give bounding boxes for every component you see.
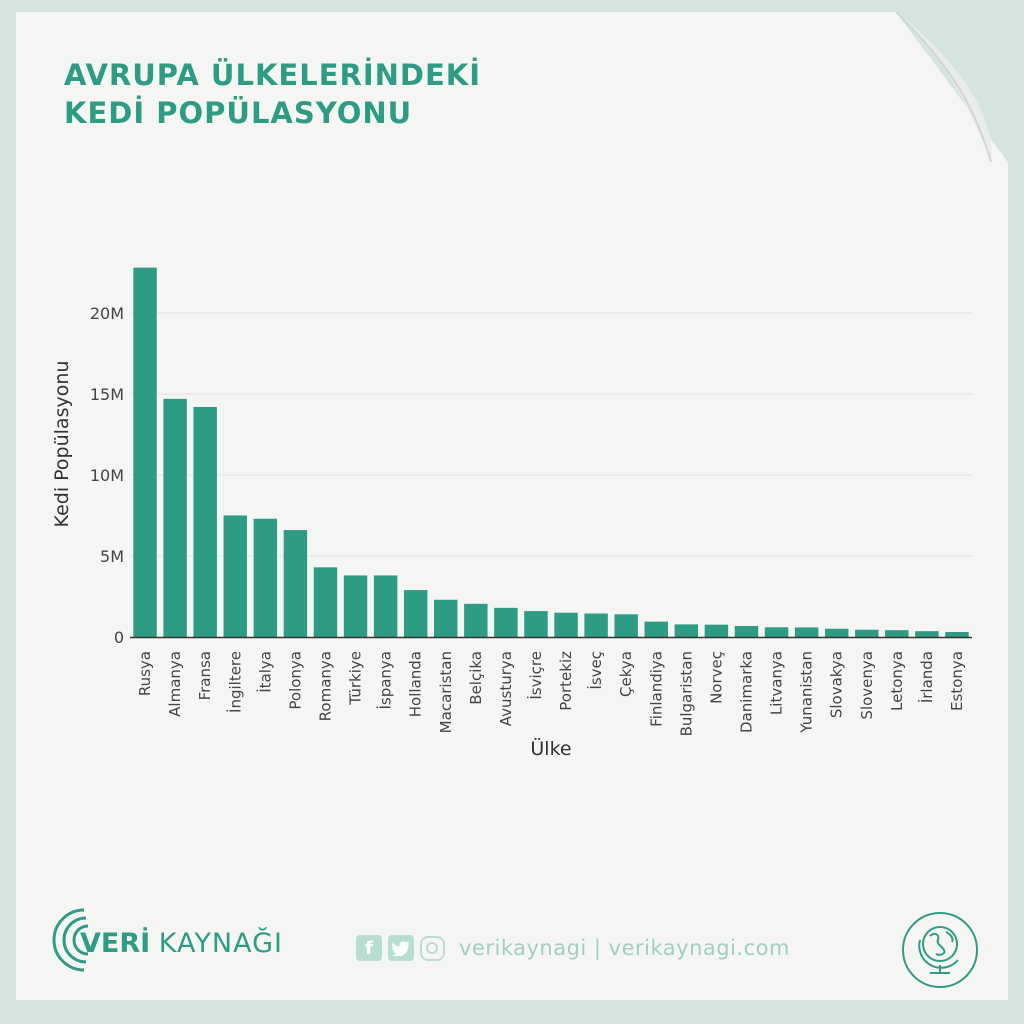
y-axis-title: Kedi Popülasyonu [51, 361, 73, 528]
social-handles[interactable]: verikaynagi | verikaynagi.com [459, 936, 790, 960]
bar [704, 624, 729, 637]
x-tick-label: Finlandiya [647, 651, 665, 727]
bar [584, 613, 608, 637]
bar [524, 611, 548, 637]
x-tick-label: Çekya [617, 651, 635, 697]
bar [403, 590, 428, 637]
y-tick-label: 20M [90, 304, 124, 323]
x-tick-label: Türkiye [347, 651, 365, 706]
x-tick-label: Romanya [316, 651, 334, 721]
x-tick-label: Estonya [948, 651, 966, 711]
bar [283, 530, 308, 637]
bar [855, 629, 879, 637]
x-tick-label: Bulgaristan [677, 651, 695, 736]
bar [343, 575, 368, 637]
x-tick-label: Polonya [286, 651, 304, 710]
brand-light: KAYNAĞI [158, 928, 283, 959]
y-tick-label: 0 [114, 628, 124, 647]
bar [313, 567, 338, 637]
x-tick-label: İtalya [255, 651, 274, 693]
x-tick-label: Hollanda [407, 651, 425, 717]
x-tick-label: Belçika [467, 651, 485, 705]
y-tick-label: 5M [100, 547, 124, 566]
bar [494, 607, 518, 637]
x-tick-label: Portekiz [557, 651, 575, 711]
x-tick-label: İrlanda [917, 651, 936, 703]
x-tick-label: Almanya [166, 651, 184, 717]
bar [945, 631, 969, 637]
bar [764, 627, 789, 637]
facebook-icon[interactable]: f [356, 935, 382, 961]
bar [193, 406, 217, 637]
bar [674, 624, 699, 637]
x-tick-label: Yunanistan [798, 651, 816, 734]
x-tick-label: Fransa [196, 651, 214, 700]
bar [133, 267, 157, 637]
x-tick-label: İsviçre [526, 651, 545, 700]
y-tick-label: 10M [90, 466, 124, 485]
y-tick-label: 15M [90, 385, 124, 404]
veri-kaynagi-logo-icon [52, 908, 89, 972]
globe-icon [902, 912, 978, 988]
x-axis-title: Ülke [530, 737, 571, 760]
x-tick-label: Avusturya [497, 651, 515, 726]
x-tick-label: Danimarka [737, 651, 755, 733]
bar [223, 515, 247, 637]
x-tick-label: Slovenya [858, 651, 876, 720]
bar [163, 398, 187, 637]
x-tick-label: Litvanya [768, 651, 786, 715]
bar [434, 599, 458, 637]
x-tick-label: Letonya [888, 651, 906, 711]
title-line-2: KEDİ POPÜLASYONU [64, 96, 413, 130]
x-tick-label: İngiltere [225, 651, 244, 713]
bar [554, 612, 578, 637]
bar [824, 628, 849, 637]
bar [734, 625, 759, 637]
x-tick-label: Slovakya [828, 651, 846, 718]
chart-title: AVRUPA ÜLKELERİNDEKİ KEDİ POPÜLASYONU [64, 56, 481, 132]
x-tick-label: Norveç [707, 651, 725, 704]
title-line-1: AVRUPA ÜLKELERİNDEKİ [64, 58, 482, 92]
x-tick-label: İsveç [586, 651, 605, 690]
bar [614, 614, 638, 637]
bar [644, 621, 668, 637]
instagram-icon[interactable] [420, 935, 445, 961]
social-links: f verikaynagi | verikaynagi.com [356, 932, 790, 964]
bar [464, 603, 488, 637]
bar [373, 575, 398, 637]
x-tick-label: Rusya [136, 651, 154, 696]
bar [253, 518, 278, 637]
x-tick-label: Macaristan [437, 651, 455, 733]
twitter-icon[interactable] [388, 935, 414, 961]
bar [794, 627, 819, 637]
brand-name: VERİ KAYNAĞI [80, 928, 283, 959]
x-tick-label: İspanya [376, 651, 395, 710]
bar [915, 631, 939, 637]
brand-bold: VERİ [80, 928, 151, 959]
bar [885, 630, 909, 637]
